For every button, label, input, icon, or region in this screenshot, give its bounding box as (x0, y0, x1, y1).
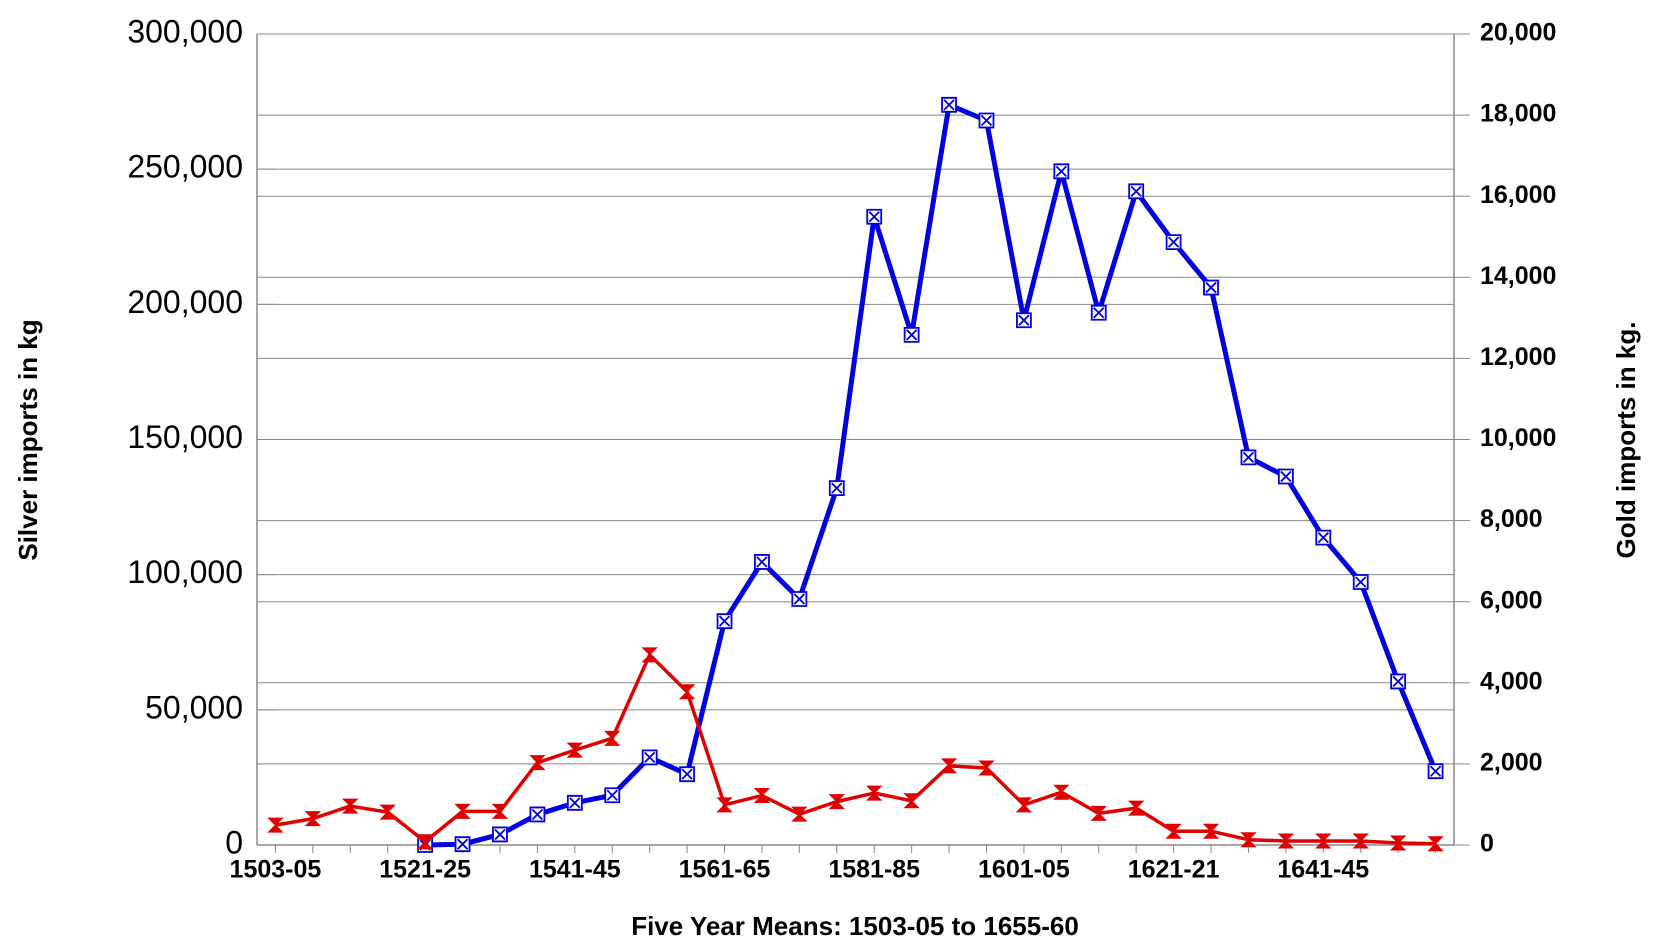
y2-tick-label: 2,000 (1480, 749, 1543, 777)
data-point (1427, 836, 1444, 852)
x-tick-label: 1541-45 (529, 856, 621, 884)
y2-tick-label: 20,000 (1480, 19, 1556, 47)
data-point (1202, 823, 1220, 839)
data-point (940, 758, 958, 774)
data-point (1315, 833, 1332, 849)
data-point (492, 826, 508, 843)
data-point (529, 806, 546, 823)
data-point (1390, 673, 1407, 690)
data-point (1016, 312, 1032, 329)
data-point (1090, 805, 1107, 821)
data-point (1053, 784, 1070, 800)
data-point (1015, 797, 1033, 813)
series-line (425, 102, 1438, 848)
data-point (1240, 832, 1257, 848)
y-tick-label: 200,000 (127, 284, 243, 320)
data-point (342, 798, 359, 814)
data-point (828, 480, 845, 497)
y2-tick-label: 0 (1480, 830, 1494, 858)
x-tick-label: 1641-45 (1277, 856, 1369, 884)
y-tick-label: 50,000 (145, 689, 243, 725)
x-tick-label: 1581-85 (828, 856, 920, 884)
data-point (903, 793, 920, 809)
data-point (379, 804, 396, 820)
data-point (679, 766, 695, 783)
y2-tick-label: 12,000 (1480, 343, 1556, 371)
y-axis-title: Silver imports in kg (13, 319, 43, 560)
data-point (529, 755, 546, 771)
data-point (416, 834, 434, 850)
data-point (454, 836, 471, 853)
data-point (604, 730, 621, 746)
data-point (866, 785, 883, 801)
data-point (1090, 304, 1107, 321)
data-point (491, 803, 509, 819)
data-point (304, 811, 322, 827)
data-point (1352, 833, 1369, 849)
x-tick-label: 1601-05 (978, 856, 1070, 884)
data-point (1127, 800, 1145, 816)
data-point (791, 591, 808, 607)
y2-tick-label: 14,000 (1480, 262, 1556, 290)
data-point (641, 647, 658, 663)
data-point (1389, 835, 1407, 851)
y2-axis-title: Gold imports in kg. (1611, 322, 1641, 559)
series-line (275, 653, 1436, 846)
data-point (1315, 529, 1332, 546)
data-point (978, 112, 995, 129)
data-point (604, 787, 621, 804)
x-tick-label: 1621-21 (1128, 856, 1220, 884)
data-point (941, 96, 957, 113)
data-point (1165, 234, 1182, 251)
data-point (716, 797, 733, 813)
data-point (1053, 163, 1070, 180)
data-point (978, 760, 995, 776)
data-point (1277, 833, 1295, 849)
data-point (566, 794, 583, 811)
data-point (753, 788, 771, 804)
y2-tick-label: 6,000 (1480, 586, 1543, 614)
x-tick-label: 1521-25 (379, 856, 471, 884)
data-point (754, 554, 770, 570)
data-point (716, 613, 733, 630)
data-point (1203, 279, 1219, 296)
y2-tick-label: 16,000 (1480, 181, 1556, 209)
y2-tick-label: 4,000 (1480, 667, 1543, 695)
data-point (267, 817, 284, 833)
y-tick-label: 150,000 (127, 419, 243, 455)
data-point (1352, 574, 1369, 590)
data-point (1240, 449, 1257, 466)
data-point (791, 806, 808, 822)
data-point (454, 803, 471, 819)
data-point (678, 684, 696, 700)
data-point (828, 794, 845, 810)
y2-tick-label: 10,000 (1480, 424, 1556, 452)
y-tick-label: 0 (225, 824, 243, 860)
y-tick-label: 300,000 (127, 13, 243, 49)
y2-tick-label: 18,000 (1480, 100, 1556, 128)
x-axis-title: Five Year Means: 1503-05 to 1655-60 (631, 911, 1079, 941)
data-point (903, 326, 920, 343)
y2-tick-label: 8,000 (1480, 505, 1543, 533)
x-tick-label: 1561-65 (679, 856, 771, 884)
data-point (1128, 183, 1145, 200)
data-point (641, 749, 658, 766)
data-point (1165, 823, 1182, 839)
data-point (566, 742, 584, 758)
x-tick-label: 1503-05 (230, 856, 322, 884)
y-tick-label: 250,000 (127, 149, 243, 185)
data-point (866, 208, 883, 225)
y-tick-label: 100,000 (127, 554, 243, 590)
data-point (1427, 763, 1444, 780)
data-point (1277, 468, 1294, 485)
